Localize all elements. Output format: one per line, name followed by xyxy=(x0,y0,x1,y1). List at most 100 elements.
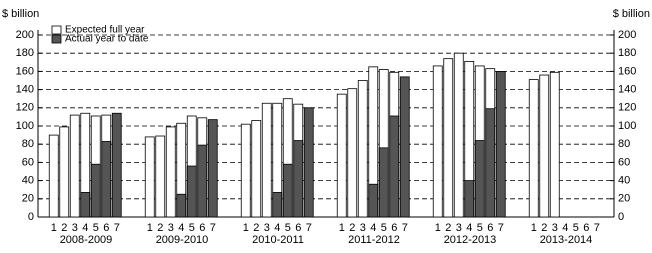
y-tick-label: 200 xyxy=(16,29,34,41)
y2-tick-label: 200 xyxy=(618,29,636,41)
x-tick-label: 6 xyxy=(487,222,493,234)
y-tick-label: 180 xyxy=(16,47,34,59)
x-tick-label: 1 xyxy=(531,222,537,234)
x-tick-label: 5 xyxy=(285,222,291,234)
bar xyxy=(282,163,293,218)
bar xyxy=(399,76,410,218)
y2-tick-label: 40 xyxy=(618,175,630,187)
x-tick-label: 1 xyxy=(147,222,153,234)
x-tick-label: 7 xyxy=(210,222,216,234)
group-label: 2013-2014 xyxy=(540,234,593,246)
bar xyxy=(69,114,80,218)
x-tick-label: 1 xyxy=(243,222,249,234)
y-axis-label: $ billion xyxy=(2,8,39,20)
legend-swatch xyxy=(51,34,62,44)
bar xyxy=(347,88,358,218)
x-tick-label: 5 xyxy=(381,222,387,234)
legend-swatch xyxy=(51,25,62,35)
bar xyxy=(186,165,197,218)
x-tick-label: 1 xyxy=(51,222,57,234)
x-tick-label: 7 xyxy=(594,222,600,234)
x-tick-label: 2 xyxy=(445,222,451,234)
x-tick-label: 3 xyxy=(456,222,462,234)
bar xyxy=(303,107,314,218)
x-tick-label: 4 xyxy=(274,222,280,234)
bar xyxy=(336,93,347,218)
bar xyxy=(101,141,112,218)
bar xyxy=(272,192,283,218)
x-tick-label: 3 xyxy=(360,222,366,234)
bar xyxy=(261,102,272,218)
bar xyxy=(80,192,91,218)
x-tick-label: 7 xyxy=(114,222,120,234)
y2-tick-label: 20 xyxy=(618,193,630,205)
x-tick-label: 7 xyxy=(498,222,504,234)
legend-label: Actual year to date xyxy=(65,34,149,45)
x-tick-label: 7 xyxy=(402,222,408,234)
y-tick-label: 60 xyxy=(22,156,34,168)
legend-label: Expected full year xyxy=(65,25,145,36)
bar xyxy=(368,183,379,218)
x-tick-label: 6 xyxy=(295,222,301,234)
x-tick-label: 6 xyxy=(391,222,397,234)
group-label: 2012-2013 xyxy=(444,234,497,246)
group-label: 2010-2011 xyxy=(252,234,304,246)
bar xyxy=(549,71,560,218)
bar xyxy=(90,163,101,218)
group-label: 2008-2009 xyxy=(60,234,113,246)
y-tick-label: 80 xyxy=(22,138,34,150)
bar xyxy=(443,58,454,218)
bar xyxy=(144,136,155,218)
y-tick-label: 100 xyxy=(16,120,34,132)
x-tick-label: 2 xyxy=(349,222,355,234)
y2-tick-label: 0 xyxy=(618,211,624,223)
x-tick-label: 2 xyxy=(541,222,547,234)
bar xyxy=(389,115,400,218)
x-tick-label: 5 xyxy=(189,222,195,234)
bar xyxy=(59,126,70,218)
y2-tick-label: 60 xyxy=(618,156,630,168)
x-tick-label: 2 xyxy=(157,222,163,234)
x-tick-label: 4 xyxy=(82,222,88,234)
y-tick-label: 120 xyxy=(16,102,34,114)
y2-tick-label: 180 xyxy=(618,47,636,59)
bar xyxy=(155,135,166,218)
bar xyxy=(464,180,475,218)
y-tick-label: 0 xyxy=(28,211,34,223)
x-tick-label: 4 xyxy=(562,222,568,234)
x-tick-label: 5 xyxy=(477,222,483,234)
bar xyxy=(197,144,208,218)
bar xyxy=(474,140,485,218)
x-tick-label: 3 xyxy=(552,222,558,234)
group-label: 2011-2012 xyxy=(348,234,400,246)
y2-tick-label: 160 xyxy=(618,65,636,77)
group-label: 2009-2010 xyxy=(156,234,209,246)
bar xyxy=(293,140,304,218)
bar xyxy=(432,65,443,218)
y2-tick-label: 80 xyxy=(618,138,630,150)
bar xyxy=(111,112,122,218)
bar xyxy=(495,71,506,218)
bar xyxy=(48,134,59,218)
y2-tick-label: 120 xyxy=(618,102,636,114)
x-tick-label: 4 xyxy=(466,222,472,234)
bar xyxy=(176,193,187,218)
y-tick-label: 140 xyxy=(16,84,34,96)
bar xyxy=(240,123,251,218)
bar xyxy=(207,119,218,218)
x-tick-label: 6 xyxy=(199,222,205,234)
bar xyxy=(165,126,176,218)
x-tick-label: 7 xyxy=(306,222,312,234)
bar xyxy=(485,108,496,218)
x-tick-label: 2 xyxy=(61,222,67,234)
x-tick-label: 5 xyxy=(573,222,579,234)
x-tick-label: 3 xyxy=(168,222,174,234)
bar xyxy=(539,74,550,218)
x-tick-label: 6 xyxy=(583,222,589,234)
x-tick-label: 3 xyxy=(264,222,270,234)
x-tick-label: 6 xyxy=(103,222,109,234)
bar xyxy=(251,120,262,218)
y2-tick-label: 100 xyxy=(618,120,636,132)
y-tick-label: 40 xyxy=(22,175,34,187)
